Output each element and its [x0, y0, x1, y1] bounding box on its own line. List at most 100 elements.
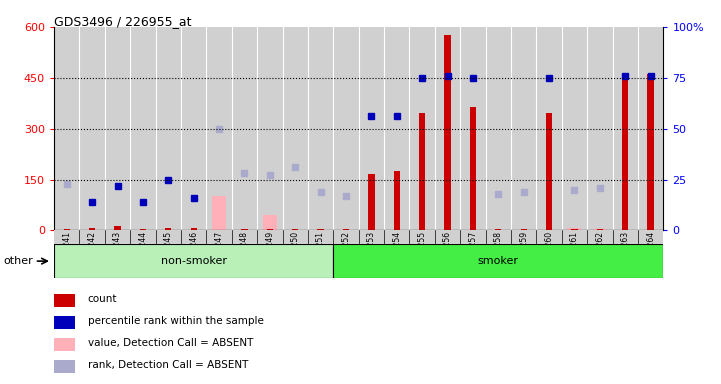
Bar	[333, 230, 358, 244]
Text: rank, Detection Call = ABSENT: rank, Detection Call = ABSENT	[87, 360, 248, 370]
Text: count: count	[87, 294, 117, 304]
Bar	[333, 244, 663, 278]
Bar	[131, 27, 156, 230]
Bar	[460, 230, 486, 244]
Bar	[317, 229, 324, 230]
Bar	[384, 230, 410, 244]
Bar	[79, 27, 105, 230]
Bar	[638, 230, 663, 244]
Bar	[536, 230, 562, 244]
Bar	[546, 113, 552, 230]
Bar	[231, 230, 257, 244]
Bar	[486, 230, 511, 244]
Text: GSM219245: GSM219245	[164, 231, 173, 277]
Bar	[257, 230, 283, 244]
Bar	[263, 215, 277, 230]
Text: GSM219256: GSM219256	[443, 231, 452, 277]
Bar	[647, 74, 654, 230]
Text: GSM219264: GSM219264	[646, 231, 655, 277]
Text: GSM219247: GSM219247	[215, 231, 224, 277]
Bar	[156, 230, 181, 244]
Bar	[613, 230, 638, 244]
Bar	[283, 27, 308, 230]
Text: GSM219257: GSM219257	[469, 231, 477, 277]
Bar	[511, 27, 536, 230]
Bar	[292, 229, 298, 230]
Text: GSM219241: GSM219241	[62, 231, 71, 277]
Bar	[342, 229, 349, 230]
Bar	[308, 27, 333, 230]
Bar	[54, 338, 76, 351]
Bar	[410, 230, 435, 244]
Bar	[165, 228, 172, 230]
Bar	[562, 27, 587, 230]
Text: GDS3496 / 226955_at: GDS3496 / 226955_at	[54, 15, 192, 28]
Bar	[587, 230, 613, 244]
Bar	[89, 228, 95, 230]
Bar	[156, 27, 181, 230]
Text: GSM219251: GSM219251	[316, 231, 325, 277]
Bar	[181, 230, 206, 244]
Bar	[359, 230, 384, 244]
Bar	[267, 229, 273, 230]
Text: non-smoker: non-smoker	[161, 256, 226, 266]
Bar	[460, 27, 486, 230]
Text: GSM219249: GSM219249	[265, 231, 275, 277]
Text: smoker: smoker	[478, 256, 519, 266]
Text: GSM219246: GSM219246	[189, 231, 198, 277]
Bar	[435, 230, 460, 244]
Bar	[283, 230, 308, 244]
Bar	[410, 27, 435, 230]
Bar	[567, 228, 581, 230]
Bar	[63, 229, 70, 230]
Bar	[333, 27, 358, 230]
Bar	[536, 27, 562, 230]
Bar	[368, 174, 375, 230]
Bar	[384, 27, 410, 230]
Text: GSM219248: GSM219248	[240, 231, 249, 277]
Bar	[495, 229, 502, 230]
Bar	[131, 230, 156, 244]
Bar	[613, 27, 638, 230]
Bar	[115, 226, 120, 230]
Text: GSM219244: GSM219244	[138, 231, 147, 277]
Text: GSM219263: GSM219263	[621, 231, 629, 277]
Bar	[571, 229, 578, 230]
Bar	[358, 27, 384, 230]
Bar	[394, 171, 400, 230]
Bar	[308, 230, 333, 244]
Text: GSM219243: GSM219243	[113, 231, 122, 277]
Bar	[597, 229, 603, 230]
Bar	[54, 27, 79, 230]
Bar	[593, 229, 607, 230]
Bar	[231, 27, 257, 230]
Text: GSM219254: GSM219254	[392, 231, 402, 277]
Text: percentile rank within the sample: percentile rank within the sample	[87, 316, 263, 326]
Bar	[140, 229, 146, 230]
Bar	[242, 229, 247, 230]
Text: value, Detection Call = ABSENT: value, Detection Call = ABSENT	[87, 338, 253, 348]
Text: GSM219261: GSM219261	[570, 231, 579, 277]
Bar	[54, 316, 76, 329]
Text: GSM219242: GSM219242	[88, 231, 97, 277]
Bar	[419, 113, 425, 230]
Bar	[181, 27, 206, 230]
Text: GSM219262: GSM219262	[596, 231, 604, 277]
Bar	[622, 78, 629, 230]
Bar	[562, 230, 587, 244]
Text: GSM219253: GSM219253	[367, 231, 376, 277]
Bar	[257, 27, 283, 230]
Bar	[105, 27, 131, 230]
Bar	[444, 35, 451, 230]
Bar	[435, 27, 460, 230]
Bar	[54, 360, 76, 373]
Bar	[105, 230, 131, 244]
Text: GSM219250: GSM219250	[291, 231, 300, 277]
Bar	[486, 27, 511, 230]
Bar	[206, 27, 231, 230]
Bar	[206, 230, 231, 244]
Bar	[54, 293, 76, 307]
Bar	[79, 230, 105, 244]
Bar	[54, 230, 79, 244]
Bar	[511, 230, 536, 244]
